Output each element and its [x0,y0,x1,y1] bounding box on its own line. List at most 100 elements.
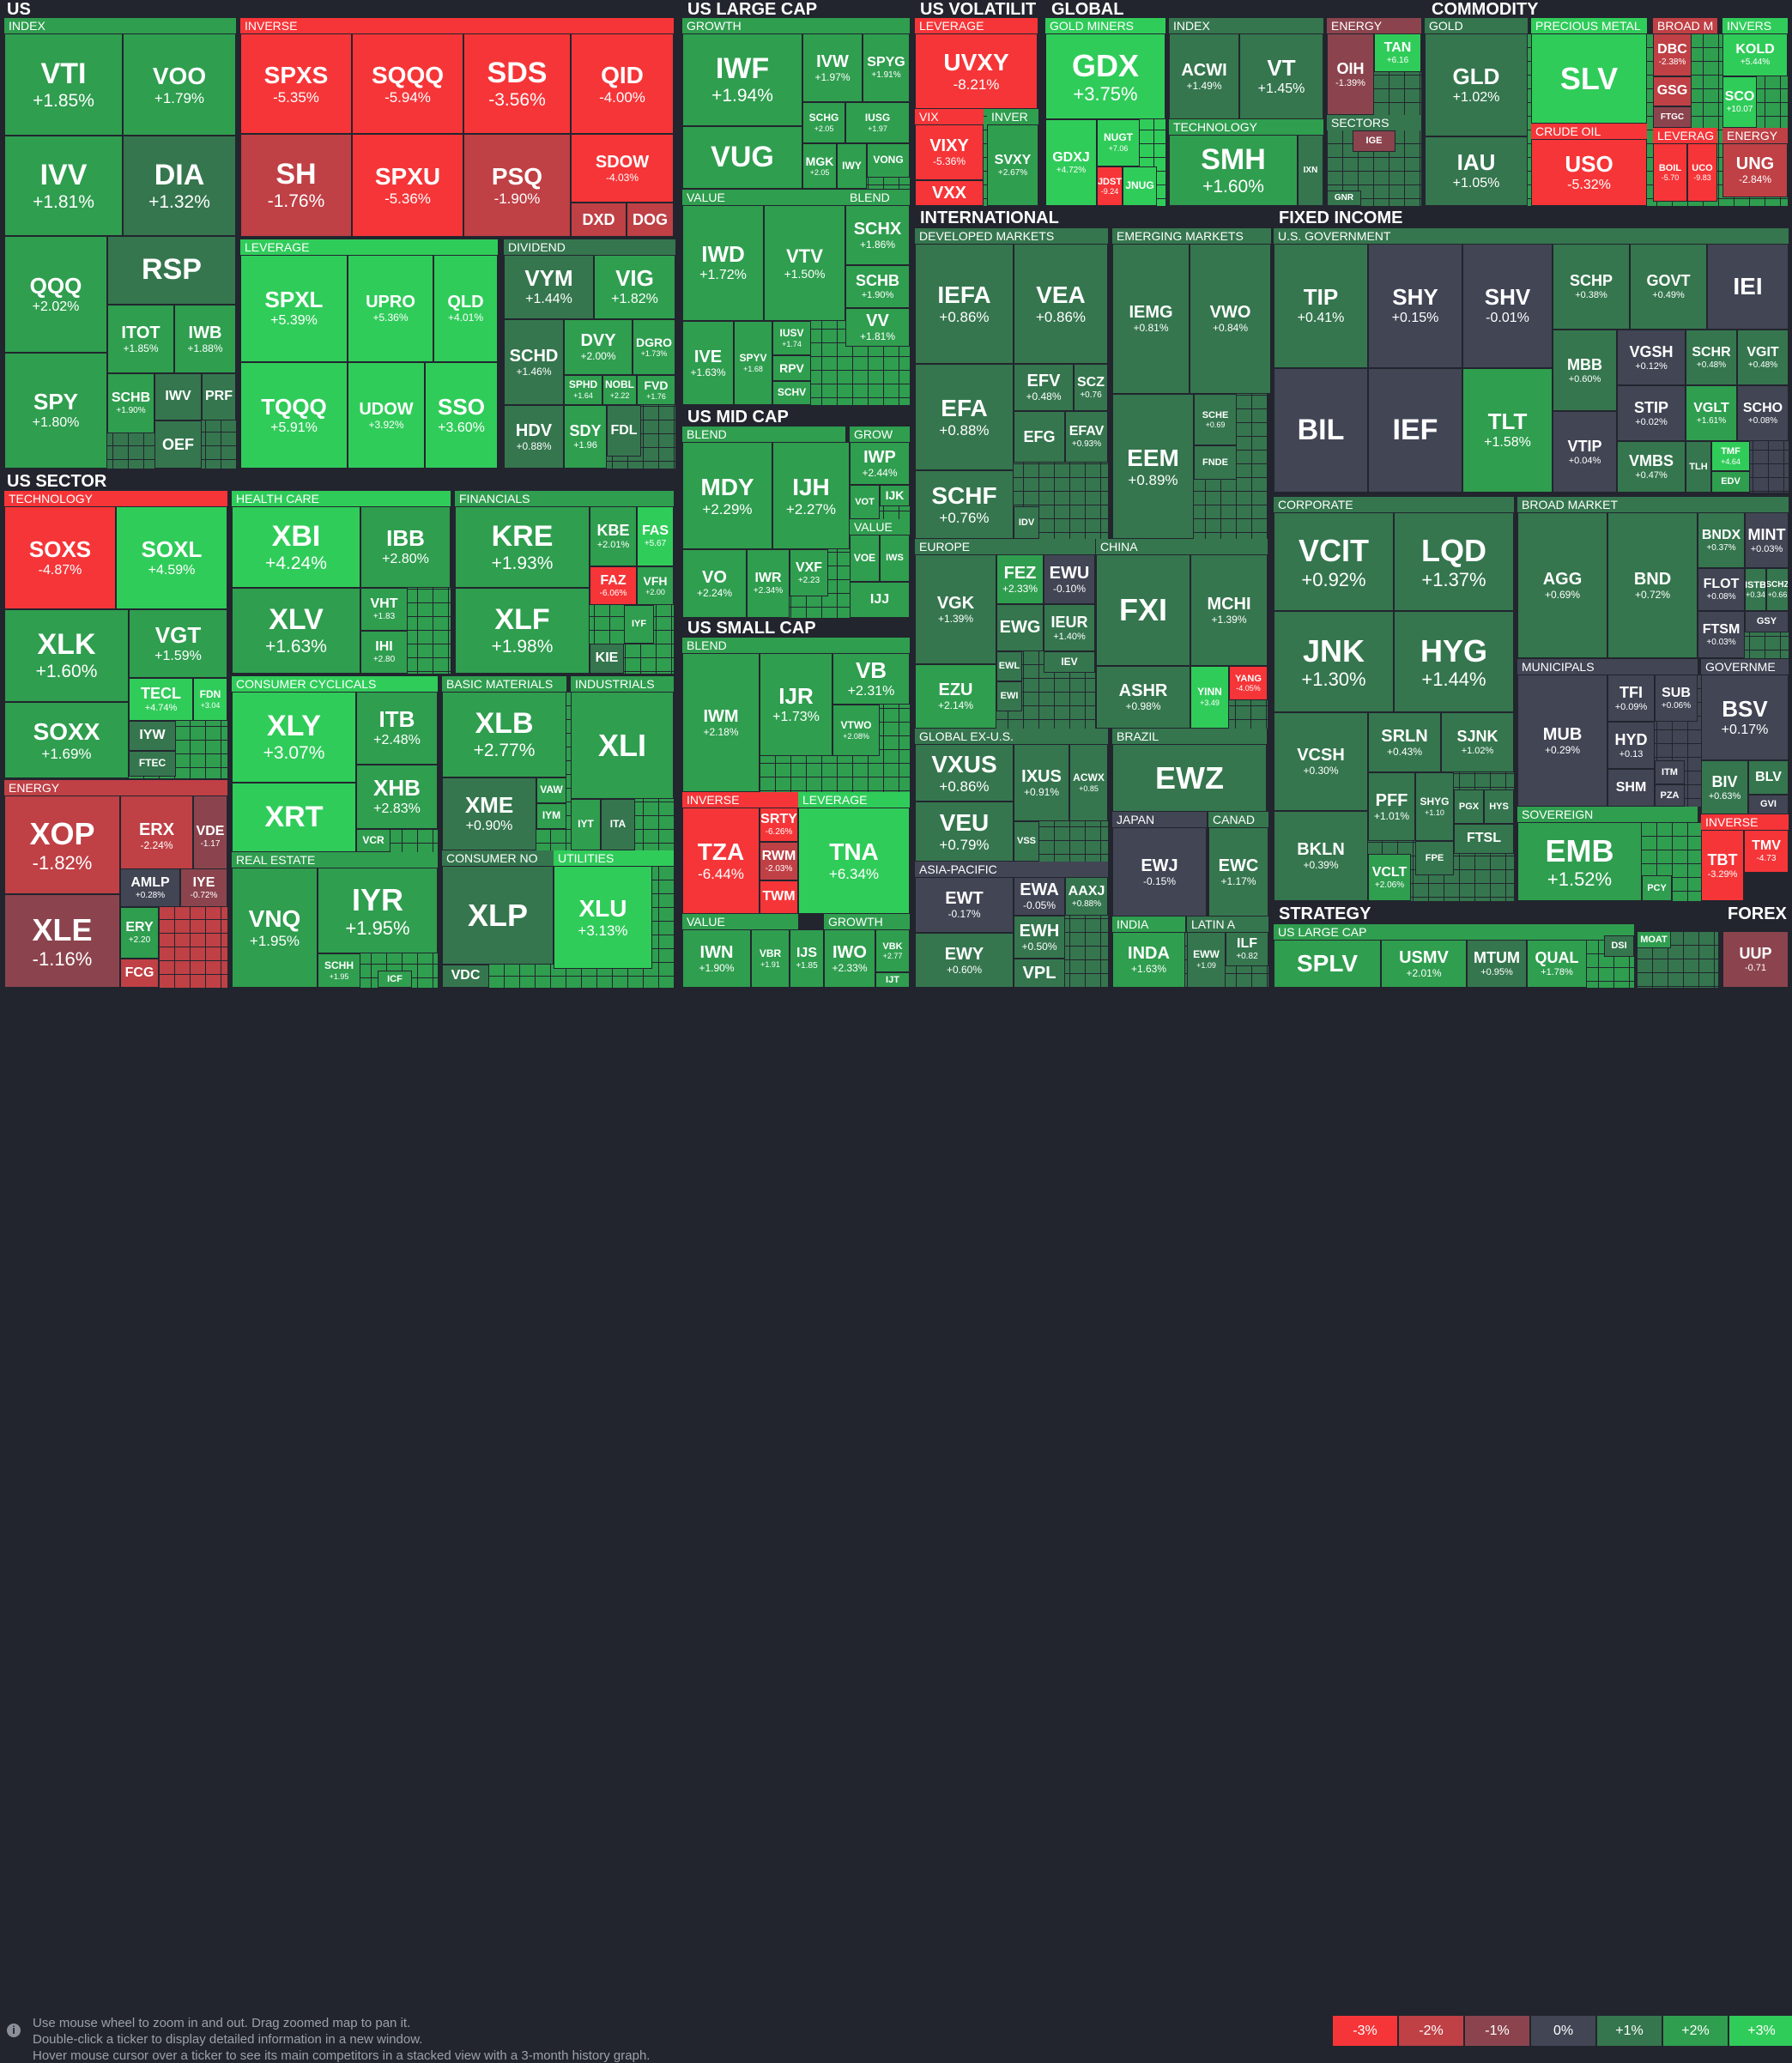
ticker-tile-xhb[interactable]: XHB +2.83% [356,765,438,829]
ticker-tile-vixy[interactable]: VIXY -5.36% [915,124,984,180]
ticker-tile-fnde[interactable]: FNDE [1194,445,1237,480]
ticker-tile-ung[interactable]: UNG -2.84% [1722,143,1788,197]
ticker-tile-ewg[interactable]: EWG [996,604,1044,651]
ticker-tile-iefa[interactable]: IEFA +0.86% [915,244,1014,364]
ticker-tile-prf[interactable]: PRF [202,373,236,420]
ticker-tile-lqd[interactable]: LQD +1.37% [1394,512,1514,611]
ticker-tile-voo[interactable]: VOO +1.79% [123,33,236,136]
ticker-tile-ewu[interactable]: EWU -0.10% [1044,554,1095,604]
ticker-tile-idv[interactable]: IDV [1014,506,1039,539]
ticker-tile-hyd[interactable]: HYD +0.13 [1607,722,1655,769]
ticker-tile-tna[interactable]: TNA +6.34% [798,808,910,914]
ticker-tile-ftsm[interactable]: FTSM +0.03% [1698,611,1745,658]
ticker-tile-uvxy[interactable]: UVXY -8.21% [915,33,1038,109]
ticker-tile-sds[interactable]: SDS -3.56% [463,33,571,134]
ticker-tile-iye[interactable]: IYE -0.72% [180,868,227,907]
ticker-tile-vbk[interactable]: VBK +2.77 [875,929,910,972]
ticker-tile-efv[interactable]: EFV +0.48% [1014,364,1074,411]
ticker-tile-udow[interactable]: UDOW +3.92% [348,362,425,469]
ticker-tile-pza[interactable]: PZA [1655,784,1685,807]
ticker-tile-scho[interactable]: SCHO +0.08% [1737,385,1789,441]
ticker-tile-rwm[interactable]: RWM -2.03% [760,842,798,880]
ticker-tile-gld[interactable]: GLD +1.02% [1425,33,1528,136]
ticker-tile-emb[interactable]: EMB +1.52% [1517,822,1642,901]
ticker-tile-qual[interactable]: QUAL +1.78% [1527,940,1587,988]
ticker-tile-vht[interactable]: VHT +1.83 [360,588,408,631]
ticker-tile-vgit[interactable]: VGIT +0.48% [1737,330,1789,385]
ticker-tile-mub[interactable]: MUB +0.29% [1517,675,1607,807]
ticker-tile-spxu[interactable]: SPXU -5.36% [352,134,463,237]
ticker-tile-agg[interactable]: AGG +0.69% [1517,512,1607,658]
ticker-tile-slv[interactable]: SLV [1531,33,1647,124]
ticker-tile-vaw[interactable]: VAW [536,777,566,803]
ticker-tile-tbt[interactable]: TBT -3.29% [1701,830,1744,901]
ticker-tile-uco[interactable]: UCO -9.83 [1687,143,1717,202]
ticker-tile-iwy[interactable]: IWY [837,143,867,189]
ticker-tile-ivw[interactable]: IVW +1.97% [802,33,863,102]
ticker-tile-xlb[interactable]: XLB +2.77% [442,692,566,777]
ticker-tile-sqqq[interactable]: SQQQ -5.94% [352,33,463,134]
ticker-tile-upro[interactable]: UPRO +5.36% [348,255,433,362]
ticker-tile-spxl[interactable]: SPXL +5.39% [240,255,348,362]
ticker-tile-tqqq[interactable]: TQQQ +5.91% [240,362,348,469]
ticker-tile-iusg[interactable]: IUSG +1.97 [845,102,910,143]
ticker-tile-icf[interactable]: ICF [378,971,412,988]
ticker-tile-ezu[interactable]: EZU +2.14% [915,664,996,729]
ticker-tile-iyw[interactable]: IYW [129,721,176,751]
ticker-tile-fdn[interactable]: FDN +3.04 [193,678,227,721]
ticker-tile-fdl[interactable]: FDL [607,405,641,457]
ticker-tile-vfh[interactable]: VFH +2.00 [637,566,674,605]
ticker-tile-smh[interactable]: SMH +1.60% [1169,135,1298,206]
ticker-tile-vtwo[interactable]: VTWO +2.08% [832,705,880,756]
ticker-tile-rsp[interactable]: RSP [107,236,236,305]
ticker-tile-pff[interactable]: PFF +1.01% [1368,772,1415,841]
ticker-tile-istb[interactable]: ISTB +0.34 [1745,568,1766,611]
ticker-tile-shyg[interactable]: SHYG +1.10 [1415,772,1454,841]
ticker-tile-vxus[interactable]: VXUS +0.86% [915,744,1014,802]
ticker-tile-iusv[interactable]: IUSV +1.74 [772,321,811,355]
ticker-tile-sub[interactable]: SUB +0.06% [1655,675,1698,722]
ticker-tile-fpe[interactable]: FPE [1415,841,1454,875]
ticker-tile-iwb[interactable]: IWB +1.88% [174,305,236,373]
ticker-tile-dxd[interactable]: DXD [571,203,627,237]
ticker-tile-vo[interactable]: VO +2.24% [682,549,747,618]
ticker-tile-iyr[interactable]: IYR +1.95% [318,868,438,953]
ticker-tile-gsy[interactable]: GSY [1745,611,1789,632]
ticker-tile-mchi[interactable]: MCHI +1.39% [1190,554,1268,666]
ticker-tile-ftgc[interactable]: FTGC [1653,106,1692,128]
ticker-tile-iwp[interactable]: IWP +2.44% [850,442,910,485]
ticker-tile-bkln[interactable]: BKLN +0.39% [1274,811,1368,901]
ticker-tile-xlf[interactable]: XLF +1.98% [455,588,590,674]
ticker-tile-vot[interactable]: VOT [850,485,880,519]
ticker-tile-veu[interactable]: VEU +0.79% [915,802,1014,862]
ticker-tile-schx[interactable]: SCHX +1.86% [845,205,910,265]
ticker-tile-shm[interactable]: SHM [1607,769,1655,807]
ticker-tile-sjnk[interactable]: SJNK +1.02% [1441,712,1514,772]
ticker-tile-schf[interactable]: SCHF +0.76% [915,470,1014,539]
ticker-tile-ewc[interactable]: EWC +1.17% [1208,827,1268,917]
ticker-tile-ijs[interactable]: IJS +1.85 [790,929,824,988]
ticker-tile-spxs[interactable]: SPXS -5.35% [240,33,352,134]
ticker-tile-vde[interactable]: VDE -1.17 [193,796,227,877]
ticker-tile-mgk[interactable]: MGK +2.05 [802,143,837,189]
ticker-tile-yang[interactable]: YANG -4.05% [1229,666,1268,700]
ticker-tile-uso[interactable]: USO -5.32% [1531,139,1647,206]
ticker-tile-vti[interactable]: VTI +1.85% [4,33,123,136]
ticker-tile-acwi[interactable]: ACWI +1.49% [1169,33,1239,119]
ticker-tile-tan[interactable]: TAN +6.16 [1374,33,1421,72]
ticker-tile-mtum[interactable]: MTUM +0.95% [1467,940,1527,988]
ticker-tile-uup[interactable]: UUP -0.71 [1722,931,1789,988]
ticker-tile-bnd[interactable]: BND +0.72% [1607,512,1698,658]
ticker-tile-nobl[interactable]: NOBL +2.22 [602,375,637,405]
ticker-tile-sdow[interactable]: SDOW -4.03% [571,134,674,203]
ticker-tile-gvi[interactable]: GVI [1748,795,1789,814]
ticker-tile-mbb[interactable]: MBB +0.60% [1553,330,1617,411]
ticker-tile-schb[interactable]: SCHB +1.90% [845,265,910,308]
ticker-tile-xrt[interactable]: XRT [232,783,356,852]
ticker-tile-ijj[interactable]: IJJ [850,582,910,618]
ticker-tile-dsi[interactable]: DSI [1604,935,1634,957]
ticker-tile-pgx[interactable]: PGX [1454,790,1484,824]
ticker-tile-xme[interactable]: XME +0.90% [442,777,536,850]
ticker-tile-vgk[interactable]: VGK +1.39% [915,554,996,664]
ticker-tile-kie[interactable]: KIE [590,644,624,674]
